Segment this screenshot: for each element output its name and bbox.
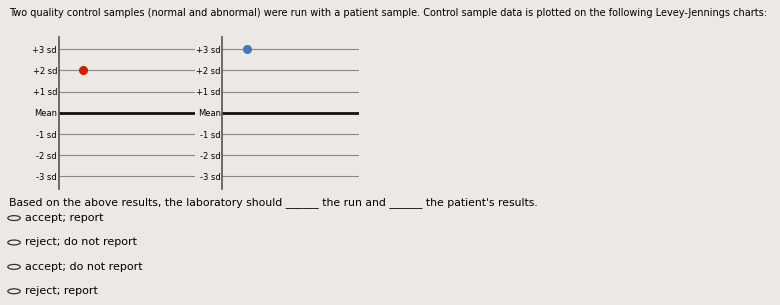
- Text: accept; do not report: accept; do not report: [25, 262, 143, 272]
- Text: Two quality control samples (normal and abnormal) were run with a patient sample: Two quality control samples (normal and …: [9, 8, 768, 18]
- Text: reject; report: reject; report: [25, 286, 98, 296]
- Text: accept; report: accept; report: [25, 213, 104, 223]
- Text: Based on the above results, the laboratory should ______ the run and ______ the : Based on the above results, the laborato…: [9, 197, 538, 208]
- Text: reject; do not report: reject; do not report: [25, 238, 137, 247]
